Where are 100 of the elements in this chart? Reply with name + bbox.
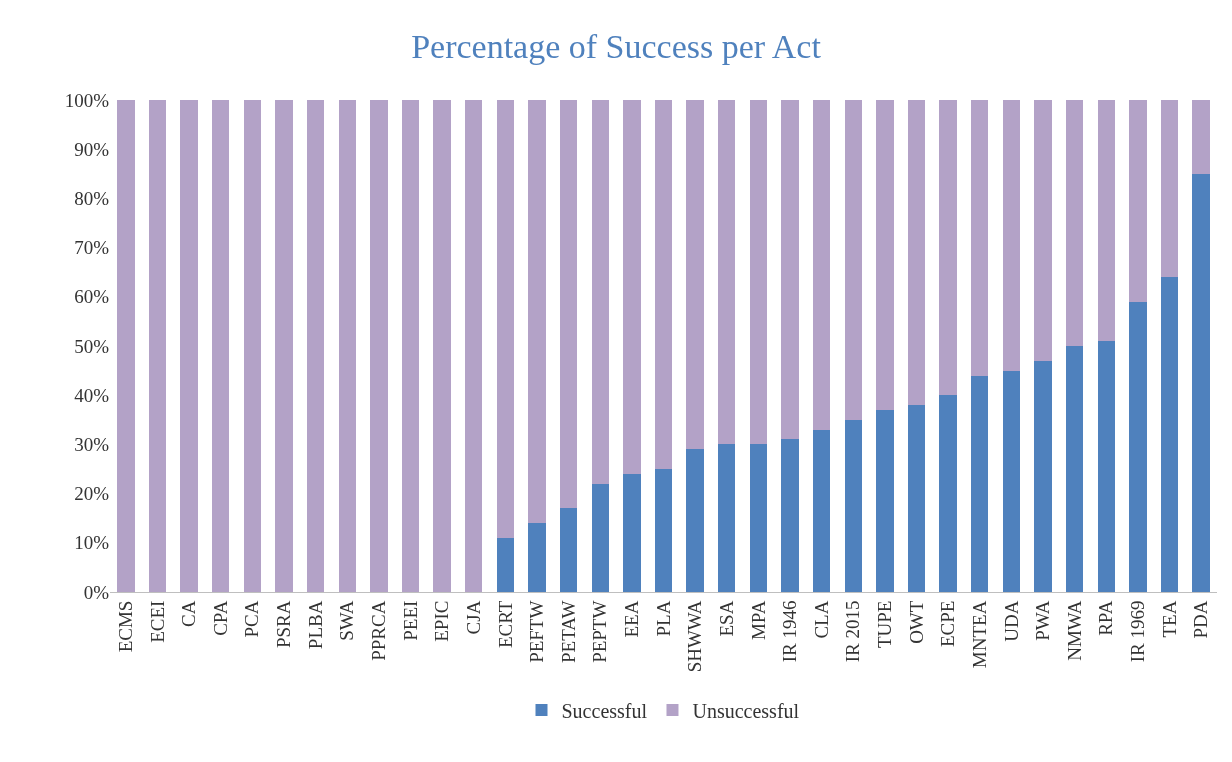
bar	[496, 537, 515, 592]
bar	[907, 405, 926, 592]
x-tick-label: IR 1946	[779, 600, 801, 663]
x-tick-label: CPA	[209, 600, 231, 636]
x-tick-label: ECRT	[494, 600, 516, 649]
bar	[749, 444, 768, 592]
x-tick-label: IR 2015	[842, 600, 864, 663]
bar	[212, 100, 230, 592]
bar	[180, 100, 198, 592]
x-tick-label: PETAW	[557, 600, 579, 663]
bar	[718, 444, 736, 592]
bar	[528, 100, 546, 524]
x-tick-label: TEA	[1158, 600, 1180, 638]
bar	[370, 100, 388, 592]
bar	[1097, 100, 1115, 342]
x-tick-label: PSRA	[273, 600, 295, 649]
bar	[528, 523, 546, 592]
legend-label: Successful	[561, 699, 648, 722]
x-tick-label: MNTEA	[968, 600, 990, 669]
x-tick-label: CA	[178, 600, 200, 628]
bar	[971, 100, 989, 376]
x-tick-label: PWA	[1032, 600, 1054, 641]
x-tick-label: SHWWA	[684, 600, 706, 673]
bar	[781, 100, 799, 440]
x-tick-label: EEA	[621, 600, 643, 638]
legend-label: Unsuccessful	[692, 699, 800, 722]
bar	[275, 100, 293, 592]
bar	[939, 100, 957, 396]
bar	[401, 100, 420, 592]
y-tick-label: 20%	[74, 483, 110, 505]
bar	[844, 419, 862, 592]
bar	[1129, 100, 1147, 302]
x-tick-label: IR 1969	[1127, 600, 1149, 663]
x-tick-label: SWA	[336, 600, 358, 641]
x-tick-label: PEEI	[399, 600, 421, 641]
bar	[1097, 341, 1115, 592]
bar	[1129, 301, 1147, 592]
bar	[1065, 346, 1084, 592]
bar	[1034, 100, 1052, 361]
x-tick-label: RPA	[1095, 600, 1117, 636]
x-tick-label: CLA	[810, 600, 832, 639]
x-tick-label: TUPE	[874, 600, 896, 649]
bar	[686, 100, 704, 450]
bar	[559, 508, 578, 592]
bar	[623, 100, 641, 474]
x-tick-label: ECMS	[114, 600, 136, 653]
y-tick-label: 0%	[83, 581, 110, 603]
bar	[433, 100, 451, 592]
x-tick-label: NMWA	[1063, 600, 1085, 661]
bar	[465, 100, 483, 592]
bar	[654, 100, 673, 469]
bar	[117, 100, 135, 592]
bar	[812, 429, 831, 592]
x-tick-label: PDA	[1190, 600, 1212, 639]
y-tick-label: 50%	[74, 335, 110, 357]
bar	[591, 483, 609, 592]
bar	[654, 469, 673, 592]
bar	[876, 100, 894, 410]
bar	[749, 100, 768, 445]
bar	[591, 100, 609, 484]
bar	[1034, 360, 1052, 592]
bar	[1160, 277, 1179, 592]
bar	[939, 395, 957, 592]
bar	[559, 100, 578, 509]
x-tick-label: EPIC	[431, 600, 453, 642]
y-tick-label: 40%	[74, 384, 110, 406]
bar	[148, 100, 167, 592]
y-tick-label: 90%	[74, 138, 110, 160]
x-tick-label: ECEI	[146, 600, 168, 643]
x-tick-label: PPRCA	[368, 600, 390, 661]
bar	[243, 100, 262, 592]
x-tick-label: MPA	[747, 600, 769, 641]
bar	[1065, 100, 1084, 346]
x-tick-label: PLA	[652, 600, 674, 637]
bar	[876, 409, 894, 592]
x-tick-label: OWT	[905, 600, 927, 644]
chart-title: Percentage of Success per Act	[411, 28, 822, 66]
bar	[1160, 100, 1179, 278]
y-tick-label: 30%	[74, 434, 110, 456]
x-tick-label: UDA	[1000, 600, 1022, 642]
x-tick-label: PCA	[241, 600, 263, 638]
bar	[971, 375, 989, 592]
x-tick-label: PEFTW	[526, 600, 548, 663]
y-tick-label: 70%	[74, 237, 110, 259]
y-tick-label: 10%	[74, 532, 110, 554]
y-tick-label: 80%	[74, 188, 110, 210]
bar	[1002, 370, 1021, 592]
bar	[496, 100, 515, 538]
x-tick-label: ESA	[715, 600, 737, 637]
x-tick-label: PLBA	[304, 600, 326, 650]
bar	[1192, 100, 1210, 174]
bar	[718, 100, 736, 445]
bar	[1192, 173, 1210, 592]
bar	[623, 473, 641, 592]
bar	[844, 100, 862, 420]
x-tick-label: PEPTW	[589, 600, 611, 663]
bar	[1002, 100, 1021, 371]
bar	[781, 439, 799, 592]
x-tick-label: CJA	[462, 600, 484, 635]
bar	[686, 449, 704, 592]
